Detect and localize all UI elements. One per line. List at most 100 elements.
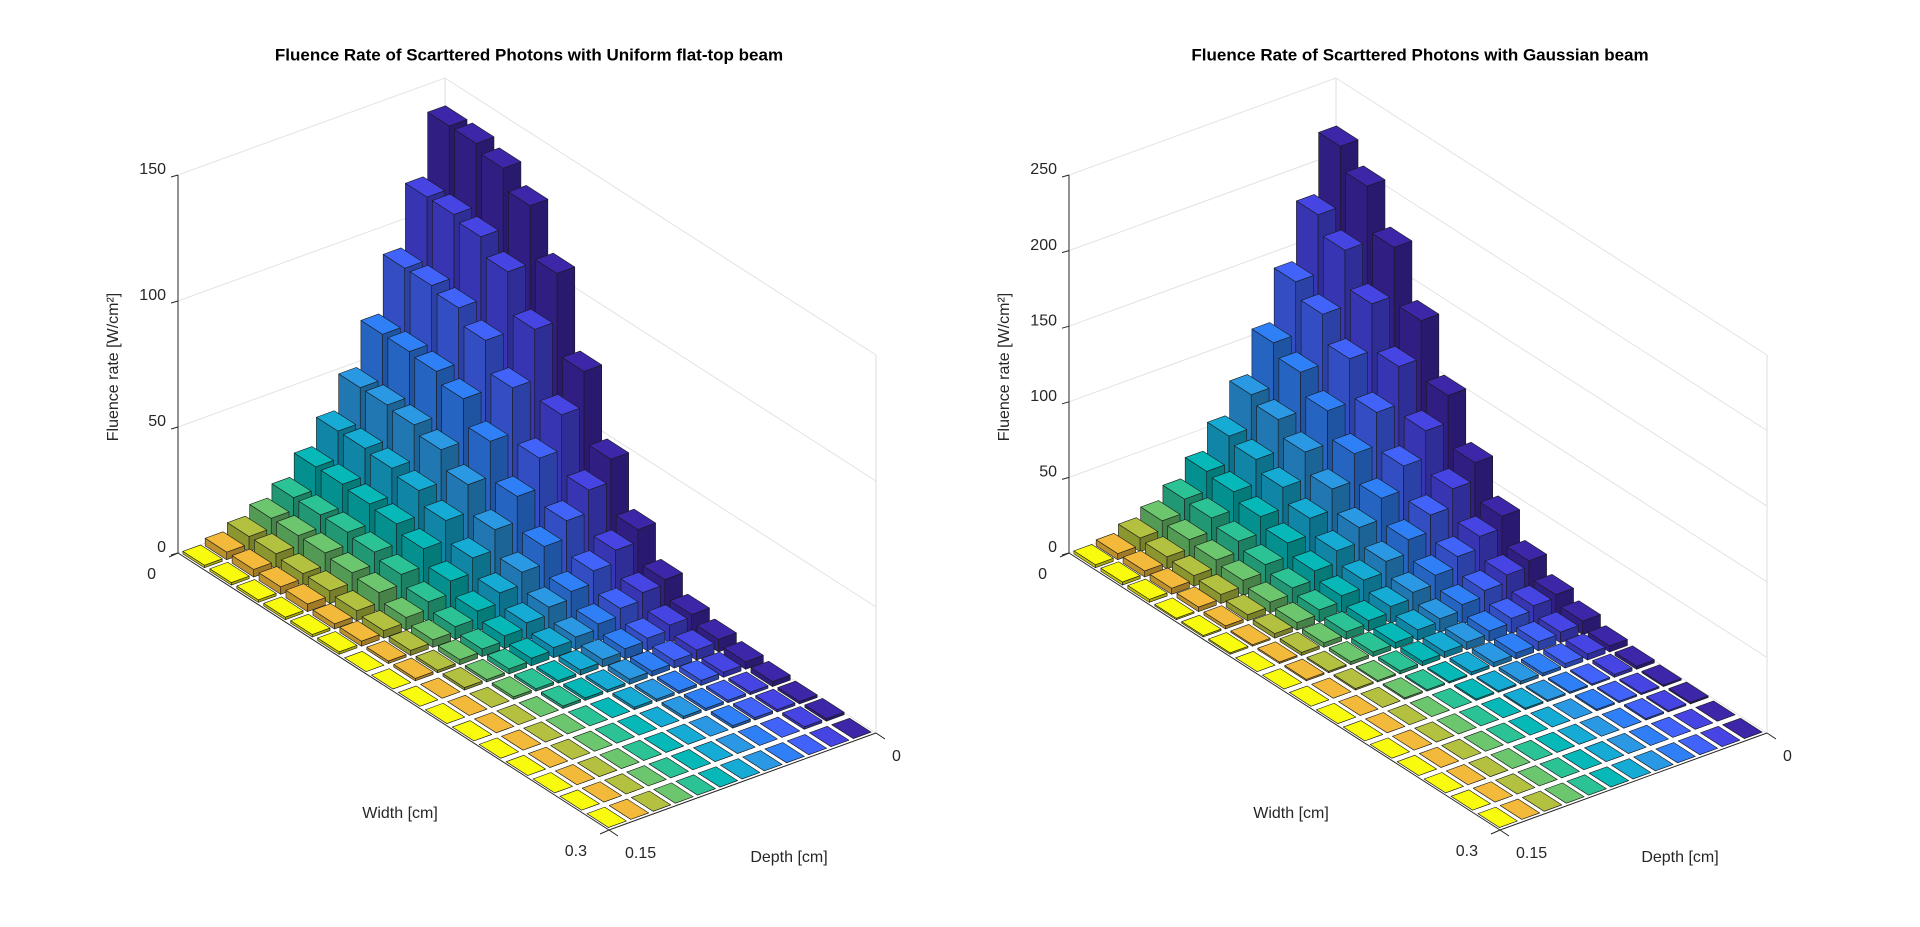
bar-top [1332,433,1373,455]
bar-top [1118,517,1159,539]
bar-top [1095,533,1136,554]
bar-top [1668,681,1709,703]
bar-top [1446,764,1487,786]
z-axis-label: Fluence rate [W/cm²] [105,293,122,441]
x-axis [1068,552,1501,831]
bar-top [1287,497,1328,519]
y-axis [1499,732,1768,831]
bar-top [1427,661,1468,682]
bar-top [1467,610,1508,632]
bar-top [320,463,361,485]
bar-top [1695,700,1736,722]
bar-top [535,252,576,274]
bar-top [1570,663,1611,685]
bar-top [631,790,672,812]
bar-top [478,737,519,759]
bar-top [599,747,640,769]
bar-top [307,570,348,592]
z-tick-label: 100 [139,287,166,304]
bar-top [675,774,716,796]
x-tick-label: 0 [1038,566,1047,583]
bar-top [585,669,626,691]
bar-top [344,651,385,672]
bar-top [1539,757,1580,779]
y-tick-label: 0.15 [1516,845,1547,862]
bar-top [1511,585,1552,607]
bar-top [455,590,496,612]
bar-top [1722,717,1763,739]
bar-top [1270,567,1311,589]
bar-top [1338,694,1379,716]
bar-top [786,734,827,756]
bar-top [1403,410,1444,431]
bar-top [330,552,371,574]
x-tick [168,552,179,558]
bar-top [280,553,321,574]
bar-top [1221,559,1262,581]
bar-top [607,658,648,680]
bar-top [414,350,455,372]
x-tick [599,829,610,835]
z-tick-label: 150 [139,161,166,178]
z-tick-label: 100 [1030,388,1057,405]
bar-top [539,394,580,416]
bar-top [620,572,661,593]
y-axis-label: Depth [cm] [1641,849,1718,866]
bar-top [1248,581,1289,603]
bar-top [485,251,526,273]
bar-top [1337,506,1378,528]
bar-top [617,714,658,736]
bar-top [1399,300,1440,321]
bar-top [1700,726,1741,747]
bar-top [1535,731,1576,753]
bar-top [701,651,742,673]
bar-top [504,602,545,624]
bar-top [1162,478,1203,500]
bar-top [285,583,326,605]
bar-top [1328,641,1369,662]
bar-top [1472,781,1513,803]
bar-top [1588,766,1629,788]
bar-top [419,429,460,451]
bar-top [1275,601,1316,623]
bar-top [357,571,398,593]
bar-top [468,420,509,442]
bar-top [1430,468,1471,490]
bar-top [1184,450,1225,472]
bar-top [563,677,604,699]
bar-top [1278,351,1319,373]
bar-top [1494,632,1535,654]
z-tick [170,300,179,304]
bar-top [1154,597,1195,619]
bar-top [572,730,613,752]
bar-top [423,499,464,521]
bar-top [1284,658,1325,680]
z-tick-label: 50 [1039,464,1057,481]
bar-top [290,613,331,635]
bar-top [531,627,572,648]
bar-top [514,668,555,690]
bar-top [1512,739,1553,761]
y-tick-label: 0 [892,748,901,765]
z-tick-label: 0 [1048,539,1057,556]
bar-top [1100,561,1141,583]
bar-top [629,650,670,672]
bar-top [1530,706,1571,728]
bar-top [644,731,685,753]
bar-top [398,685,439,707]
bar-top [512,308,553,330]
bar-top [1449,651,1490,673]
bar-top [1208,632,1249,654]
bar-top [1506,540,1547,562]
bar-top [1256,399,1297,420]
bar-top [482,615,523,637]
bar-top [1405,669,1446,691]
bar-top [742,750,783,772]
bar-top [1319,575,1360,597]
bar-top [1450,789,1491,811]
bar-top [387,330,428,352]
grid-line [1068,77,1768,356]
bar-top [1533,574,1574,595]
bar-top [1650,716,1691,738]
